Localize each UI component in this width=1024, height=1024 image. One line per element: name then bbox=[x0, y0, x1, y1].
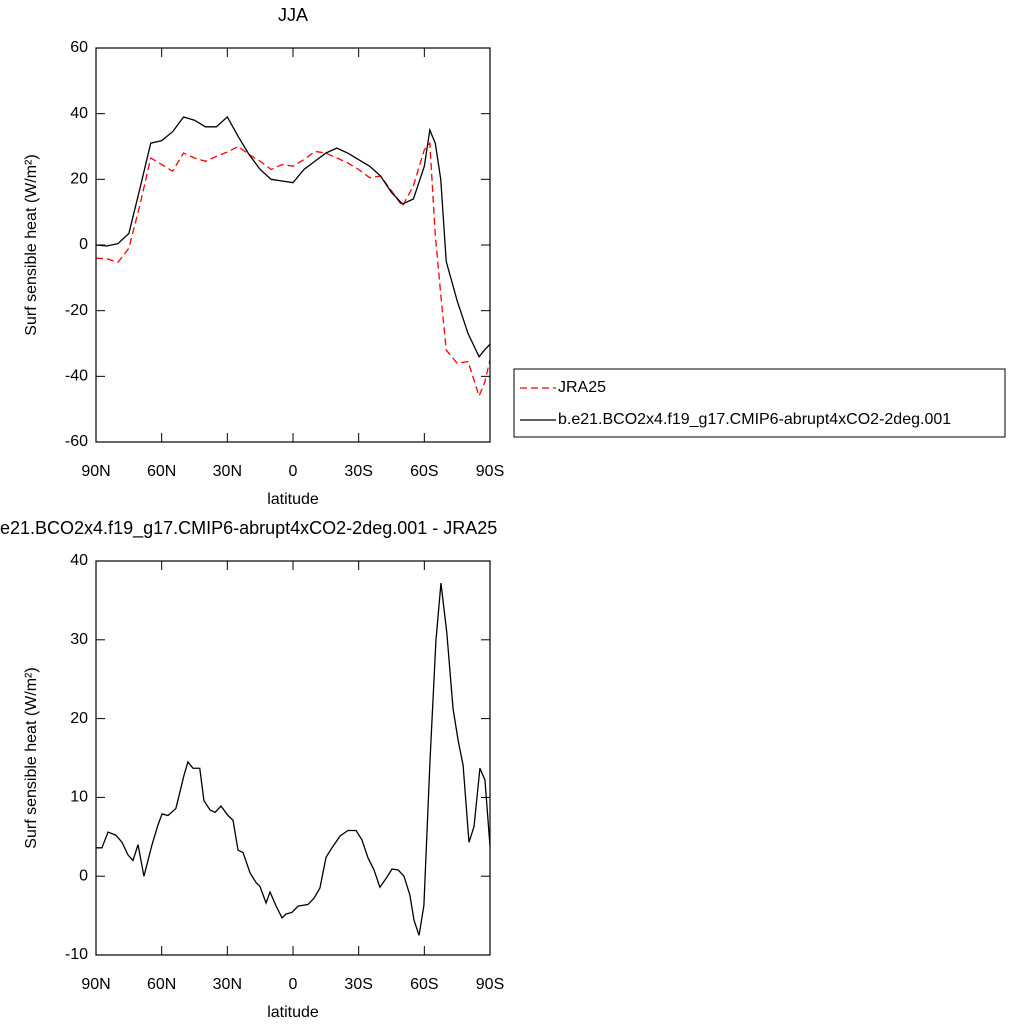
y-tick-label: 60 bbox=[70, 39, 88, 56]
y-axis-label: Surf sensible heat (W/m²) bbox=[23, 154, 40, 335]
y-axis-label: Surf sensible heat (W/m²) bbox=[23, 667, 40, 848]
y-tick-label: 0 bbox=[79, 236, 88, 253]
x-tick-label: 60N bbox=[147, 463, 176, 480]
y-tick-label: 30 bbox=[70, 631, 88, 648]
y-tick-label: -40 bbox=[65, 368, 88, 385]
chart-title: JJA bbox=[278, 5, 308, 25]
x-tick-label: 60N bbox=[147, 976, 176, 993]
legend-label: b.e21.BCO2x4.f19_g17.CMIP6-abrupt4xCO2-2… bbox=[558, 411, 951, 428]
x-tick-label: 90S bbox=[476, 976, 504, 993]
x-tick-label: 0 bbox=[289, 463, 298, 480]
chart-title: e21.BCO2x4.f19_g17.CMIP6-abrupt4xCO2-2de… bbox=[0, 518, 497, 539]
x-tick-label: 60S bbox=[410, 976, 438, 993]
x-tick-label: 30S bbox=[344, 976, 372, 993]
y-tick-label: -10 bbox=[65, 946, 88, 963]
y-tick-label: 10 bbox=[70, 789, 88, 806]
y-tick-label: -60 bbox=[65, 433, 88, 450]
x-axis-label: latitude bbox=[267, 1004, 319, 1021]
x-tick-label: 90N bbox=[81, 463, 110, 480]
data-line bbox=[95, 141, 491, 398]
x-tick-label: 0 bbox=[289, 976, 298, 993]
legend-label: JRA25 bbox=[558, 379, 606, 396]
x-tick-label: 60S bbox=[410, 463, 438, 480]
x-tick-label: 30N bbox=[213, 976, 242, 993]
x-axis-label: latitude bbox=[267, 491, 319, 508]
plot-frame bbox=[95, 47, 491, 443]
plot-frame bbox=[95, 560, 491, 956]
x-tick-label: 90S bbox=[476, 463, 504, 480]
legend-box bbox=[513, 368, 1006, 438]
x-tick-label: 30N bbox=[213, 463, 242, 480]
y-tick-label: 20 bbox=[70, 171, 88, 188]
y-tick-label: 40 bbox=[70, 105, 88, 122]
y-tick-label: 20 bbox=[70, 710, 88, 727]
y-tick-label: -20 bbox=[65, 302, 88, 319]
data-line bbox=[95, 115, 491, 358]
y-tick-label: 0 bbox=[79, 867, 88, 884]
y-tick-label: 40 bbox=[70, 552, 88, 569]
data-line bbox=[96, 582, 491, 936]
legend: JRA25 b.e21.BCO2x4.f19_g17.CMIP6-abrupt4x… bbox=[513, 368, 1006, 438]
x-tick-label: 90N bbox=[81, 976, 110, 993]
x-tick-label: 30S bbox=[344, 463, 372, 480]
